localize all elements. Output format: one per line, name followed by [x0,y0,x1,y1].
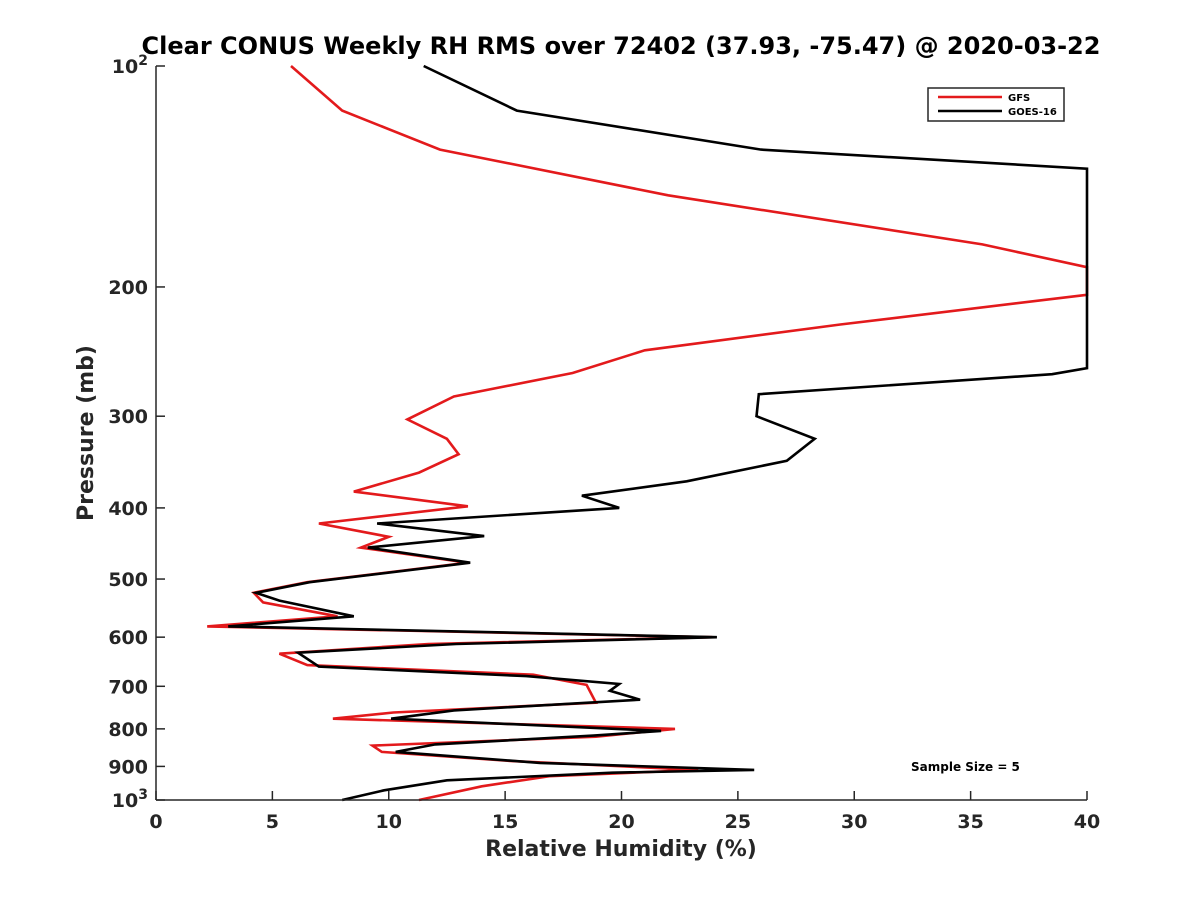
x-tick-label: 35 [957,811,983,833]
y-tick-label: 500 [108,569,148,591]
y-tick-label: 300 [108,406,148,428]
sample-size-annotation: Sample Size = 5 [911,760,1020,774]
y-tick-label: 900 [108,756,148,778]
y-ticks: 102 200 300 400 500 600 700 800 900 103 [108,53,165,812]
y-tick-label: 103 [112,787,148,812]
legend-label-gfs: GFS [1008,93,1030,104]
x-tick-label: 15 [492,811,518,833]
series-line-goes16 [228,64,1089,802]
legend: GFS GOES-16 [927,87,1065,122]
x-tick-label: 20 [608,811,634,833]
x-tick-label: 0 [149,811,162,833]
y-tick-label: 200 [108,277,148,299]
x-tick-label: 10 [376,811,402,833]
x-tick-label: 5 [266,811,279,833]
series-line-gfs [207,65,1089,802]
series-layer [207,64,1089,802]
y-axis-label: Pressure (mb) [74,345,99,521]
chart-title: Clear CONUS Weekly RH RMS over 72402 (37… [142,32,1101,60]
y-tick-label: 700 [108,676,148,698]
y-tick-label: 102 [112,53,148,78]
legend-box [927,87,1065,122]
x-axis-label: Relative Humidity (%) [485,837,757,862]
axes-layer [155,66,1087,801]
x-tick-label: 25 [725,811,751,833]
y-tick-label: 400 [108,498,148,520]
x-tick-label: 30 [841,811,867,833]
x-tick-label: 40 [1074,811,1100,833]
x-ticks: 0 5 10 15 20 25 30 35 40 [149,791,1100,833]
y-tick-label: 600 [108,627,148,649]
legend-label-goes16: GOES-16 [1008,107,1057,118]
y-tick-label: 800 [108,719,148,741]
